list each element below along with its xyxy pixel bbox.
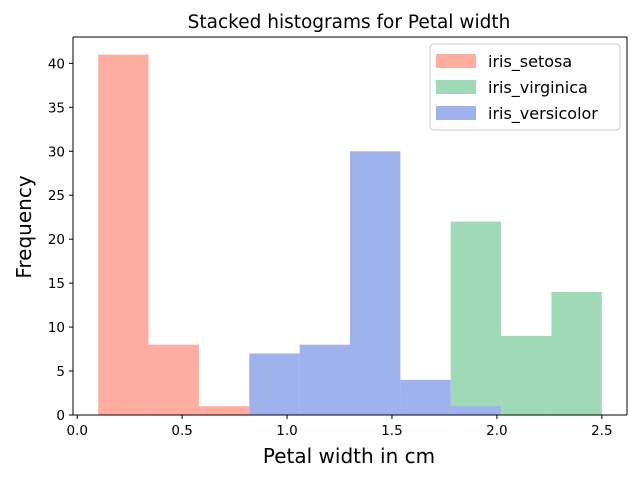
axes xyxy=(72,36,628,416)
bar-iris-versicolor-7 xyxy=(450,406,502,415)
bar-iris-virginica-7 xyxy=(450,221,502,415)
legend-box xyxy=(429,43,621,131)
y-tick-label: 25 xyxy=(48,188,65,204)
bar-iris-versicolor-5 xyxy=(350,151,401,416)
y-tick-label: 15 xyxy=(48,276,65,292)
legend-swatch-iris-setosa xyxy=(436,54,476,68)
legend: iris_setosa iris_virginica iris_versicolor xyxy=(429,43,621,131)
x-tick-label: 2.0 xyxy=(486,423,507,439)
y-tick-label: 30 xyxy=(48,144,65,160)
y-tick-label: 35 xyxy=(48,100,65,116)
x-tick-label: 1.0 xyxy=(276,423,297,439)
bar-iris-versicolor-4 xyxy=(299,344,350,415)
y-axis-ticks: 0 5 10 15 20 25 30 35 40 xyxy=(48,56,73,424)
bar-iris-setosa-0 xyxy=(98,54,149,416)
bar-iris-virginica-9 xyxy=(551,291,602,415)
y-tick-label: 10 xyxy=(48,320,65,336)
bar-iris-versicolor-6 xyxy=(400,379,451,415)
y-tick-label: 40 xyxy=(48,56,65,72)
legend-label-iris-versicolor: iris_versicolor xyxy=(488,104,598,124)
legend-label-iris-setosa: iris_setosa xyxy=(488,52,572,72)
legend-label-iris-virginica: iris_virginica xyxy=(488,78,588,98)
x-axis-label: Petal width in cm xyxy=(263,444,435,468)
y-tick-label: 20 xyxy=(48,232,65,248)
x-axis-ticks: 0.0 0.5 1.0 1.5 2.0 2.5 xyxy=(66,415,613,439)
legend-swatch-iris-virginica xyxy=(436,80,476,94)
x-tick-label: 2.5 xyxy=(591,423,612,439)
y-tick-label: 0 xyxy=(56,408,65,424)
bar-iris-virginica-8 xyxy=(501,335,552,415)
bar-iris-setosa-2 xyxy=(198,406,250,415)
legend-swatch-iris-versicolor xyxy=(436,106,476,120)
bar-iris-versicolor-3 xyxy=(249,353,300,415)
chart-title: Stacked histograms for Petal width xyxy=(188,12,511,33)
y-tick-label: 5 xyxy=(56,364,65,380)
bars-layer xyxy=(98,54,602,416)
bar-iris-setosa-1 xyxy=(148,344,199,415)
x-tick-label: 0.0 xyxy=(66,423,87,439)
x-tick-label: 0.5 xyxy=(171,423,192,439)
y-axis-label: Frequency xyxy=(12,175,36,278)
x-tick-label: 1.5 xyxy=(381,423,402,439)
